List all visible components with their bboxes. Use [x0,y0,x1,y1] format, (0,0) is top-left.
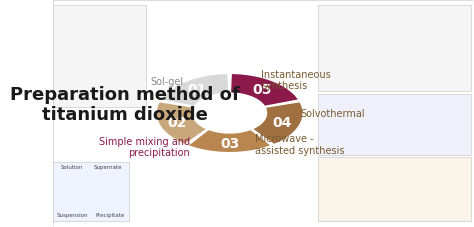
FancyBboxPatch shape [318,158,471,221]
Text: 04: 04 [273,116,292,130]
Text: 03: 03 [220,136,239,150]
Polygon shape [156,102,207,145]
Text: Solvothermal: Solvothermal [300,109,365,118]
FancyBboxPatch shape [318,6,471,92]
FancyBboxPatch shape [318,94,471,155]
Text: Preparation method of
titanium dioxide: Preparation method of titanium dioxide [9,85,239,124]
Text: 02: 02 [167,116,187,130]
Text: Precipitate: Precipitate [95,212,125,217]
Polygon shape [160,74,229,107]
Polygon shape [252,102,303,145]
FancyBboxPatch shape [53,6,146,108]
Text: Instantaneous
synthesis: Instantaneous synthesis [261,69,331,91]
Text: 01: 01 [187,83,207,96]
Text: Simple mixing and
precipitation: Simple mixing and precipitation [99,136,190,158]
Text: Solution: Solution [61,164,83,169]
Text: Microwave -
assisted synthesis: Microwave - assisted synthesis [255,134,344,155]
Text: Supernate: Supernate [93,164,122,169]
Text: Suspension: Suspension [56,212,88,217]
FancyBboxPatch shape [53,1,474,226]
Polygon shape [230,74,299,107]
Text: Sol-gel: Sol-gel [150,77,183,87]
Polygon shape [188,130,272,153]
FancyBboxPatch shape [53,162,129,221]
Text: 05: 05 [252,83,272,96]
